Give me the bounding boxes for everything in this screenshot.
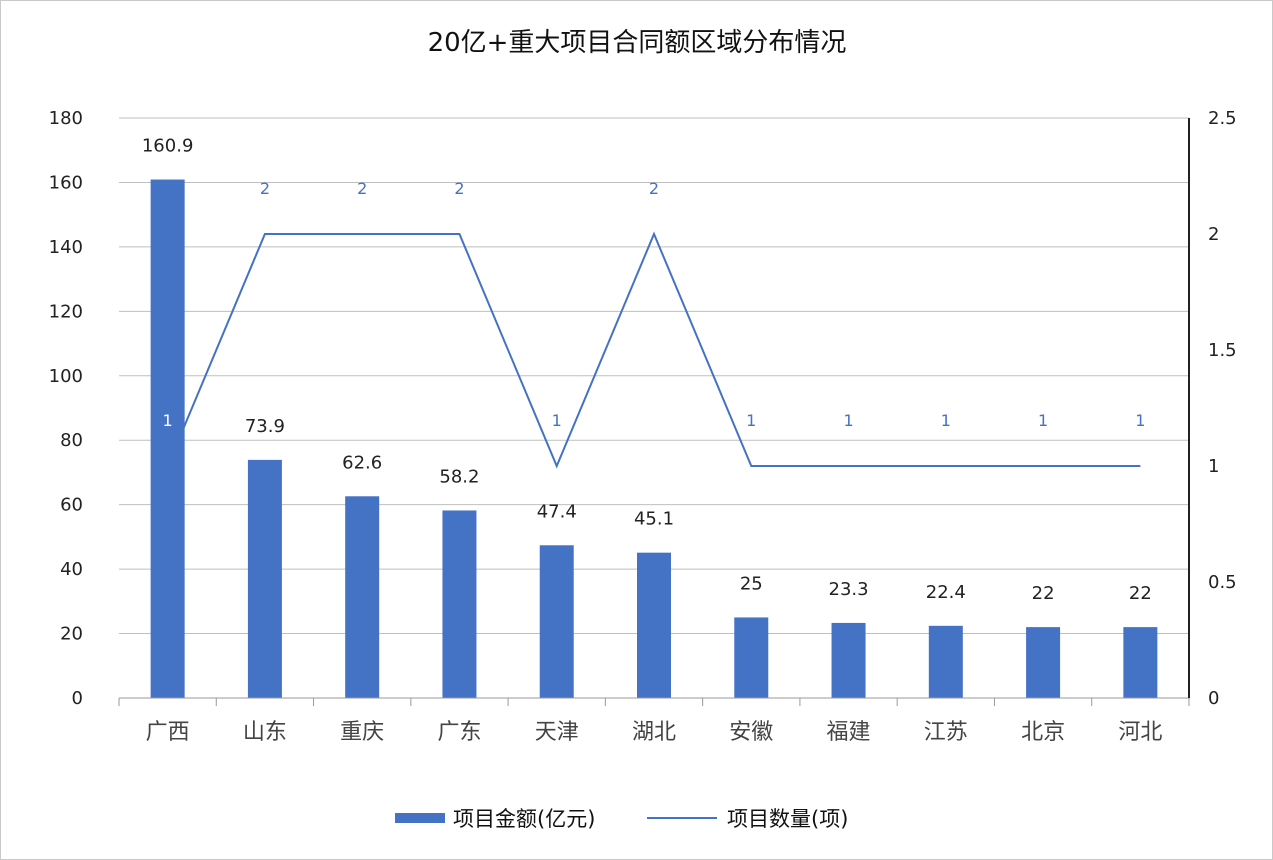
bar-北京	[1026, 627, 1061, 698]
bar-福建	[831, 622, 866, 698]
line-value-label: 1	[1038, 411, 1048, 430]
x-axis-category-label: 江苏	[924, 720, 968, 745]
right-axis-tick-label: 1	[1208, 456, 1219, 477]
left-axis-tick-label: 120	[49, 301, 83, 322]
left-axis-tick-label: 180	[49, 108, 83, 129]
gridlines	[119, 117, 1189, 635]
line-value-label: 2	[454, 179, 464, 198]
bar-value-label: 47.4	[537, 501, 577, 522]
x-axis-category-label: 河北	[1118, 720, 1162, 745]
left-axis-tick-label: 20	[60, 624, 83, 645]
line-value-label: 1	[746, 411, 756, 430]
legend-swatch-bar	[395, 813, 445, 823]
x-axis-category-label: 北京	[1021, 720, 1065, 745]
x-axis-category-label: 广东	[437, 720, 481, 745]
x-axis-category-label: 广西	[146, 720, 190, 745]
line-value-label: 1	[843, 411, 853, 430]
bar-安徽	[734, 617, 769, 698]
line-value-label: 1	[941, 411, 951, 430]
right-axis-tick-label: 2.5	[1208, 108, 1237, 129]
left-axis-tick-label: 60	[60, 495, 83, 516]
legend-label-amount: 项目金额(亿元)	[453, 807, 595, 831]
bar-value-label: 45.1	[634, 509, 674, 530]
bar-河北	[1123, 627, 1158, 698]
bar-value-label: 25	[740, 573, 763, 594]
bar-山东	[247, 459, 282, 698]
bar-天津	[539, 545, 574, 698]
right-axis-tick-label: 0.5	[1208, 572, 1237, 593]
bar-value-label: 58.2	[439, 466, 479, 487]
legend-label-count: 项目数量(项)	[727, 807, 848, 831]
line-value-label: 1	[163, 411, 173, 430]
x-axis-category-label: 山东	[243, 720, 287, 745]
legend: 项目金额(亿元) 项目数量(项)	[395, 807, 848, 831]
x-axis-category-label: 安徽	[729, 720, 773, 745]
left-axis-tick-label: 160	[49, 172, 83, 193]
left-axis-tick-label: 100	[49, 366, 83, 387]
line-value-label: 1	[552, 411, 562, 430]
right-axis-tick-label: 0	[1208, 688, 1219, 709]
bar-value-label: 22	[1129, 583, 1152, 604]
bar-广东	[442, 510, 477, 698]
x-axis-category-label: 福建	[827, 720, 871, 745]
line-value-label: 2	[357, 179, 367, 198]
line-value-label: 2	[649, 179, 659, 198]
bar-value-label: 22	[1032, 583, 1055, 604]
left-axis-tick-label: 140	[49, 237, 83, 258]
data-labels: 160.973.962.658.247.4 45.125 23.3 22.4 22 221…	[142, 136, 1152, 605]
line-value-label: 2	[260, 179, 270, 198]
bar-重庆	[345, 496, 380, 698]
line-series	[166, 231, 1141, 469]
left-axis-tick-label: 40	[60, 559, 83, 580]
bar-series	[150, 179, 1158, 699]
x-axis-category-label: 湖北	[632, 720, 676, 745]
line-value-label: 1	[1135, 411, 1145, 430]
bar-湖北	[637, 552, 671, 698]
left-axis-tick-label: 0	[72, 688, 83, 709]
bar-value-label: 73.9	[245, 416, 285, 437]
axes: 0 20 40 60 80 100 120 140 160 180 0 0.5 1 1.5 2 2.5 广西 山东…	[49, 108, 1237, 745]
x-axis-category-label: 重庆	[340, 720, 384, 745]
right-axis-tick-label: 1.5	[1208, 340, 1237, 361]
count-line	[166, 231, 1141, 469]
bar-value-label: 62.6	[342, 452, 382, 473]
bar-value-label: 22.4	[926, 582, 966, 603]
bar-江苏	[928, 625, 963, 698]
right-axis-tick-label: 2	[1208, 224, 1219, 245]
left-axis-tick-label: 80	[60, 430, 83, 451]
chart-title: 20亿+重大项目合同额区域分布情况	[428, 28, 847, 58]
x-axis-category-label: 天津	[535, 720, 579, 745]
bar-value-label: 23.3	[829, 579, 869, 600]
bar-value-label: 160.9	[142, 136, 194, 157]
